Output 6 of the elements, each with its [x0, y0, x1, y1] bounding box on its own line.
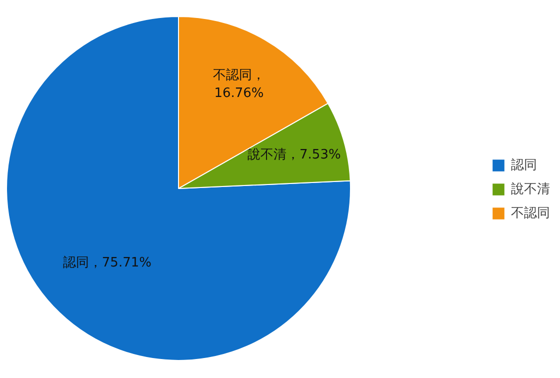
data-label: 不認同， 16.76% [213, 68, 266, 101]
data-label: 說不清，7.53% [248, 148, 341, 163]
data-label: 認同，75.71% [62, 256, 152, 271]
legend-label: 說不清 [511, 181, 550, 198]
legend-label: 不認同 [511, 205, 550, 222]
legend-label: 認同 [511, 157, 537, 174]
